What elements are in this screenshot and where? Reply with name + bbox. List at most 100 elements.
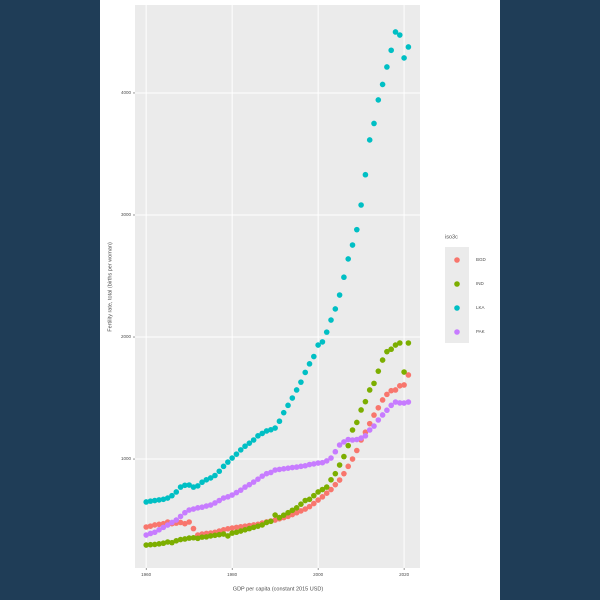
data-point bbox=[388, 402, 394, 409]
data-point bbox=[379, 397, 386, 403]
data-point bbox=[237, 487, 244, 493]
data-point bbox=[285, 402, 291, 409]
data-point bbox=[237, 447, 244, 453]
data-point bbox=[358, 202, 364, 208]
data-point bbox=[190, 525, 197, 532]
data-point bbox=[319, 339, 326, 345]
data-point bbox=[336, 442, 343, 448]
data-point bbox=[371, 412, 377, 418]
data-point bbox=[203, 534, 210, 540]
data-point bbox=[220, 463, 227, 470]
data-point bbox=[164, 539, 171, 545]
x-tick-label: 2020 bbox=[399, 572, 410, 577]
data-point bbox=[379, 357, 386, 363]
data-point bbox=[276, 466, 283, 473]
data-point bbox=[216, 531, 223, 538]
data-point bbox=[323, 484, 330, 490]
data-point bbox=[173, 517, 180, 523]
data-point bbox=[259, 430, 266, 437]
data-point bbox=[405, 372, 412, 378]
data-point bbox=[173, 489, 180, 495]
data-point bbox=[164, 522, 171, 528]
data-point bbox=[293, 509, 300, 516]
data-point bbox=[293, 505, 300, 511]
data-point bbox=[366, 387, 373, 393]
data-point bbox=[225, 526, 231, 532]
data-point bbox=[379, 81, 386, 88]
data-point bbox=[328, 317, 334, 323]
data-point bbox=[332, 306, 339, 312]
legend-label: PAK bbox=[476, 329, 485, 334]
data-point bbox=[280, 465, 287, 472]
data-point bbox=[246, 440, 253, 446]
data-point bbox=[169, 519, 175, 526]
data-point bbox=[246, 481, 253, 488]
data-point bbox=[349, 242, 356, 248]
data-point bbox=[358, 407, 364, 413]
data-point bbox=[388, 47, 394, 54]
data-point bbox=[250, 524, 257, 531]
data-point bbox=[392, 342, 399, 348]
data-point bbox=[229, 492, 235, 498]
data-point bbox=[401, 369, 407, 375]
data-point bbox=[371, 120, 377, 127]
data-point bbox=[345, 436, 352, 443]
data-point bbox=[190, 484, 197, 490]
data-point bbox=[151, 522, 158, 528]
data-point bbox=[315, 342, 321, 348]
x-tick-label: 1960 bbox=[141, 572, 152, 577]
data-point bbox=[289, 511, 296, 518]
data-point bbox=[341, 470, 347, 477]
data-point bbox=[229, 455, 235, 461]
data-point bbox=[401, 400, 407, 406]
y-tick-label: 3000 bbox=[121, 212, 132, 217]
data-point bbox=[405, 399, 412, 405]
data-point bbox=[225, 494, 231, 500]
data-point bbox=[311, 500, 317, 507]
data-point bbox=[298, 463, 304, 470]
data-point bbox=[147, 541, 154, 548]
data-point bbox=[212, 532, 218, 539]
data-point bbox=[362, 433, 369, 439]
data-point bbox=[160, 524, 167, 531]
data-point bbox=[298, 501, 304, 507]
data-point bbox=[358, 435, 364, 441]
data-point bbox=[250, 437, 257, 443]
legend-key-background bbox=[445, 247, 469, 343]
data-point bbox=[255, 476, 261, 482]
data-point bbox=[263, 428, 270, 434]
data-point bbox=[306, 496, 313, 503]
data-point bbox=[285, 509, 291, 516]
data-point bbox=[199, 504, 205, 511]
data-point bbox=[182, 509, 188, 516]
data-point bbox=[199, 534, 205, 540]
data-point bbox=[203, 476, 210, 483]
data-point bbox=[280, 512, 287, 518]
legend-title: iso3c bbox=[445, 234, 458, 240]
data-point bbox=[302, 369, 309, 376]
data-point bbox=[388, 346, 394, 353]
data-point bbox=[319, 459, 326, 466]
data-point bbox=[151, 529, 158, 536]
data-point bbox=[354, 226, 360, 233]
data-point bbox=[375, 368, 382, 374]
y-tick-label: 1000 bbox=[121, 456, 132, 461]
data-point bbox=[302, 462, 309, 469]
data-point bbox=[349, 427, 356, 433]
data-point bbox=[392, 29, 399, 35]
data-point bbox=[233, 489, 240, 496]
data-point bbox=[212, 500, 218, 506]
data-point bbox=[289, 395, 296, 401]
data-point bbox=[319, 486, 326, 493]
data-point bbox=[216, 497, 223, 504]
legend-label: IND bbox=[476, 281, 485, 286]
data-point bbox=[336, 477, 343, 483]
data-point bbox=[143, 542, 149, 548]
data-point bbox=[186, 535, 192, 541]
data-point bbox=[207, 475, 214, 481]
data-point bbox=[156, 497, 162, 503]
data-point bbox=[289, 464, 296, 471]
data-point bbox=[354, 436, 360, 443]
data-point bbox=[242, 484, 248, 490]
